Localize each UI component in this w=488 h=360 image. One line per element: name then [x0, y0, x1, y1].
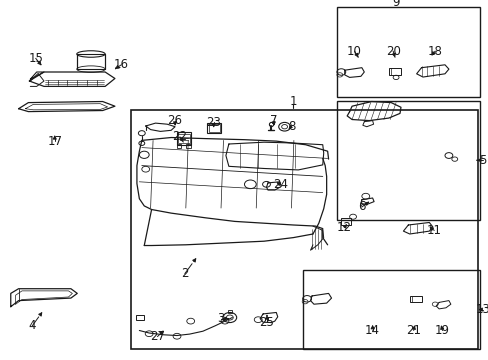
- Bar: [388, 68, 400, 75]
- Bar: [341, 218, 350, 225]
- Text: 10: 10: [346, 45, 361, 58]
- Bar: [136, 315, 144, 320]
- Text: 12: 12: [336, 221, 351, 234]
- Text: 24: 24: [272, 178, 287, 191]
- Text: 7: 7: [269, 114, 277, 127]
- Bar: [77, 54, 105, 69]
- Text: 20: 20: [385, 45, 400, 58]
- Bar: [303, 270, 479, 349]
- Text: 15: 15: [28, 52, 43, 65]
- Text: 26: 26: [167, 114, 182, 127]
- Bar: [337, 101, 479, 220]
- Text: 1: 1: [289, 95, 297, 108]
- Text: 9: 9: [391, 0, 399, 9]
- Text: 3: 3: [217, 312, 224, 325]
- Bar: [178, 134, 189, 143]
- Text: 4: 4: [28, 319, 36, 332]
- Bar: [409, 296, 421, 302]
- Text: 11: 11: [426, 224, 441, 237]
- Text: 8: 8: [287, 120, 295, 132]
- Text: 21: 21: [406, 324, 420, 337]
- Text: 14: 14: [365, 324, 379, 337]
- Text: 5: 5: [478, 154, 486, 167]
- Bar: [131, 110, 477, 349]
- Text: 17: 17: [47, 135, 62, 148]
- Text: 27: 27: [150, 330, 164, 343]
- Bar: [207, 123, 221, 133]
- Bar: [177, 144, 181, 148]
- Text: 16: 16: [114, 58, 128, 71]
- Bar: [185, 144, 190, 148]
- Text: 2: 2: [181, 267, 188, 280]
- Text: 25: 25: [259, 316, 274, 329]
- Bar: [227, 310, 232, 313]
- Text: 23: 23: [206, 116, 221, 129]
- Text: 13: 13: [475, 303, 488, 316]
- Text: 19: 19: [434, 324, 449, 337]
- Text: 22: 22: [172, 130, 187, 143]
- Bar: [337, 7, 479, 97]
- Bar: [208, 124, 219, 132]
- Text: 6: 6: [357, 201, 365, 213]
- Bar: [177, 132, 190, 145]
- Text: 18: 18: [427, 45, 442, 58]
